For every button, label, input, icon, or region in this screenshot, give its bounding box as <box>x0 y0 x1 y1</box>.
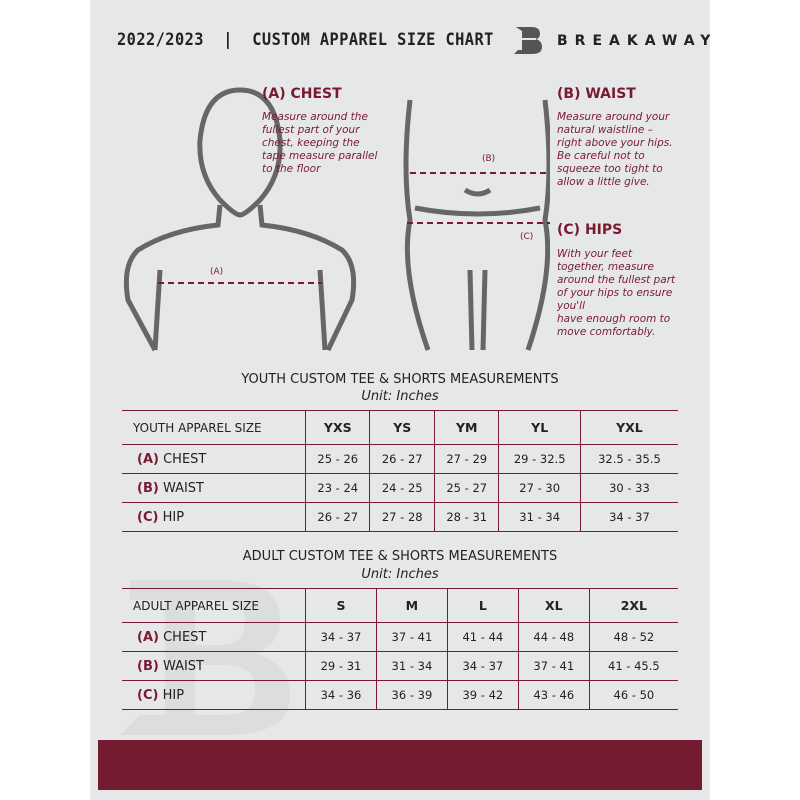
youth-size-table: YOUTH APPAREL SIZE YXS YS YM YL YXL (A) CHEST 2… <box>122 410 678 532</box>
size-header: YS <box>369 410 435 445</box>
table-cell: 27 - 28 <box>369 502 435 532</box>
adult-unit: Unit: Inches <box>361 567 439 582</box>
table-cell: 25 - 26 <box>305 444 371 474</box>
measure-code: (C) <box>137 509 159 525</box>
measure-name: WAIST <box>162 480 205 496</box>
breakaway-logo-icon <box>512 27 542 54</box>
measure-name: CHEST <box>163 629 207 645</box>
table-cell: 26 - 27 <box>305 502 371 532</box>
table-row: (B) WAIST 29 - 31 31 - 34 34 - 37 37 - 41 41 … <box>122 651 678 681</box>
measure-label: (C) HIP <box>122 680 306 710</box>
hips-instructions: With your feet together, measure around … <box>557 248 676 338</box>
size-header: 2XL <box>589 588 678 623</box>
table-cell: 41 - 44 <box>447 622 519 652</box>
upper-body-figure-icon <box>123 87 357 352</box>
measure-name: CHEST <box>163 451 207 467</box>
table-cell: 25 - 27 <box>434 473 500 503</box>
measure-code: (B) <box>137 480 159 496</box>
size-label: YOUTH APPAREL SIZE <box>122 410 306 445</box>
brand-name: BREAKAWAY <box>557 33 718 49</box>
table-cell: 32.5 - 35.5 <box>580 444 678 474</box>
table-row: (B) WAIST 23 - 24 24 - 25 25 - 27 27 - 30 30 … <box>122 473 678 503</box>
measure-label: (A) CHEST <box>122 444 306 474</box>
table-cell: 37 - 41 <box>518 651 590 681</box>
table-cell: 34 - 36 <box>305 680 377 710</box>
table-cell: 24 - 25 <box>369 473 435 503</box>
lower-body-figure-icon <box>403 99 550 351</box>
table-cell: 43 - 46 <box>518 680 590 710</box>
measure-code: (A) <box>137 629 159 645</box>
table-cell: 27 - 29 <box>434 444 500 474</box>
table-cell: 34 - 37 <box>305 622 377 652</box>
youth-table-title: YOUTH CUSTOM TEE & SHORTS MEASUREMENTS <box>241 372 559 387</box>
table-cell: 34 - 37 <box>447 651 519 681</box>
measure-name: HIP <box>162 509 185 525</box>
table-cell: 46 - 50 <box>589 680 678 710</box>
measure-label: (A) CHEST <box>122 622 306 652</box>
hips-marker: (C) <box>520 232 534 242</box>
chest-heading: (A) CHEST <box>262 86 342 102</box>
youth-unit: Unit: Inches <box>361 389 439 404</box>
size-header: YL <box>498 410 581 445</box>
measure-label: (C) HIP <box>122 502 306 532</box>
measure-code: (B) <box>137 658 159 674</box>
size-header: YXS <box>305 410 371 445</box>
size-header: XL <box>518 588 590 623</box>
size-header: YM <box>434 410 500 445</box>
page-title: 2022/2023 | CUSTOM APPAREL SIZE CHART <box>117 30 494 50</box>
table-cell: 29 - 32.5 <box>498 444 581 474</box>
table-cell: 26 - 27 <box>369 444 435 474</box>
size-header: S <box>305 588 377 623</box>
table-cell: 39 - 42 <box>447 680 519 710</box>
measure-name: WAIST <box>162 658 205 674</box>
chest-instructions: Measure around the fullest part of your … <box>262 111 378 175</box>
body-illustration <box>123 87 550 352</box>
waist-instructions: Measure around your natural waistline – … <box>557 111 673 188</box>
table-cell: 28 - 31 <box>434 502 500 532</box>
table-cell: 27 - 30 <box>498 473 581 503</box>
footer-band <box>98 740 702 790</box>
table-cell: 29 - 31 <box>305 651 377 681</box>
measure-code: (C) <box>137 687 159 703</box>
measure-code: (A) <box>137 451 159 467</box>
waist-heading: (B) WAIST <box>557 86 636 102</box>
header-row: ADULT APPAREL SIZE S M L XL 2XL <box>122 588 678 623</box>
table-row: (A) CHEST 34 - 37 37 - 41 41 - 44 44 - 48 48 … <box>122 622 678 652</box>
table-cell: 37 - 41 <box>376 622 448 652</box>
table-row: (C) HIP 26 - 27 27 - 28 28 - 31 31 - 34 34 - … <box>122 502 678 532</box>
size-label: ADULT APPAREL SIZE <box>122 588 306 623</box>
measure-label: (B) WAIST <box>122 651 306 681</box>
hips-heading: (C) HIPS <box>557 222 623 238</box>
table-cell: 31 - 34 <box>376 651 448 681</box>
size-header: L <box>447 588 519 623</box>
measure-label: (B) WAIST <box>122 473 306 503</box>
table-row: (A) CHEST 25 - 26 26 - 27 27 - 29 29 - 32.5 3… <box>122 444 678 474</box>
waist-marker: (B) <box>482 154 496 164</box>
adult-size-table: ADULT APPAREL SIZE S M L XL 2XL (A) CHEST 34 - … <box>122 588 678 710</box>
table-cell: 23 - 24 <box>305 473 371 503</box>
size-header: M <box>376 588 448 623</box>
table-row: (C) HIP 34 - 36 36 - 39 39 - 42 43 - 46 46 - … <box>122 680 678 710</box>
table-cell: 44 - 48 <box>518 622 590 652</box>
table-cell: 36 - 39 <box>376 680 448 710</box>
header-row: YOUTH APPAREL SIZE YXS YS YM YL YXL <box>122 410 678 445</box>
adult-table-title: ADULT CUSTOM TEE & SHORTS MEASUREMENTS <box>242 549 558 564</box>
table-cell: 30 - 33 <box>580 473 678 503</box>
table-cell: 41 - 45.5 <box>589 651 678 681</box>
table-cell: 31 - 34 <box>498 502 581 532</box>
table-cell: 34 - 37 <box>580 502 678 532</box>
table-cell: 48 - 52 <box>589 622 678 652</box>
measure-name: HIP <box>162 687 185 703</box>
size-header: YXL <box>580 410 678 445</box>
chest-marker: (A) <box>210 267 224 277</box>
